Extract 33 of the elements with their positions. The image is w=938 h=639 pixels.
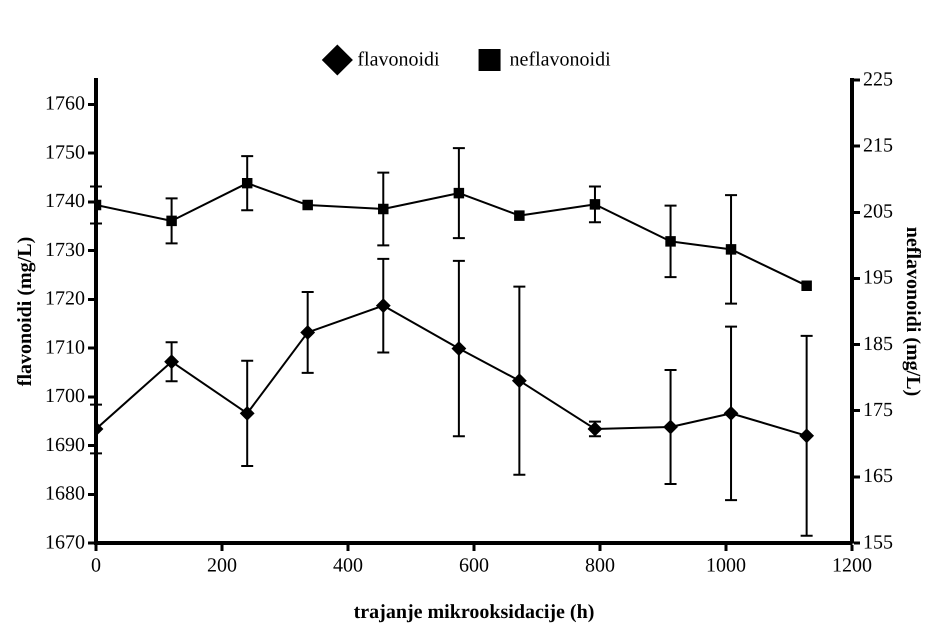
legend-label: flavonoidi: [357, 48, 440, 70]
y2-tick-label: 175: [863, 398, 893, 421]
legend-label: neflavonoidi: [510, 48, 612, 70]
y-tick-label: 1680: [45, 482, 85, 505]
x-tick-label: 1200: [832, 554, 872, 576]
y2-tick-label: 185: [863, 332, 893, 355]
y-tick-label: 1690: [45, 434, 85, 456]
y-tick-label: 1710: [45, 336, 85, 358]
y-tick-label: 1670: [45, 531, 85, 554]
point: [514, 210, 525, 221]
y2-tick-label: 205: [863, 200, 893, 223]
y-axis-title: flavonoidi (mg/L): [14, 236, 36, 386]
y2-axis-title: neflavonoidi (mg/L): [902, 226, 924, 396]
y-tick-label: 1730: [45, 238, 85, 261]
x-tick-label: 0: [91, 554, 101, 576]
y-tick-label: 1760: [45, 92, 85, 115]
y2-tick-label: 225: [863, 68, 893, 90]
y2-tick-label: 215: [863, 134, 893, 156]
x-tick-label: 600: [459, 554, 489, 576]
y2-tick-label: 195: [863, 266, 893, 289]
x-tick-label: 200: [207, 554, 237, 576]
y-tick-label: 1750: [45, 141, 85, 164]
y-tick-label: 1700: [45, 385, 85, 408]
x-tick-label: 1000: [706, 554, 746, 576]
point: [302, 200, 313, 210]
x-tick-label: 400: [333, 554, 363, 576]
x-tick-label: 800: [585, 554, 615, 576]
y2-tick-label: 165: [863, 465, 893, 488]
y-tick-label: 1720: [45, 288, 85, 310]
x-axis-title: trajanje mikrooksidacije (h): [354, 601, 594, 624]
point: [801, 280, 812, 291]
y-tick-label: 1740: [45, 190, 85, 212]
y2-tick-label: 155: [863, 531, 893, 554]
